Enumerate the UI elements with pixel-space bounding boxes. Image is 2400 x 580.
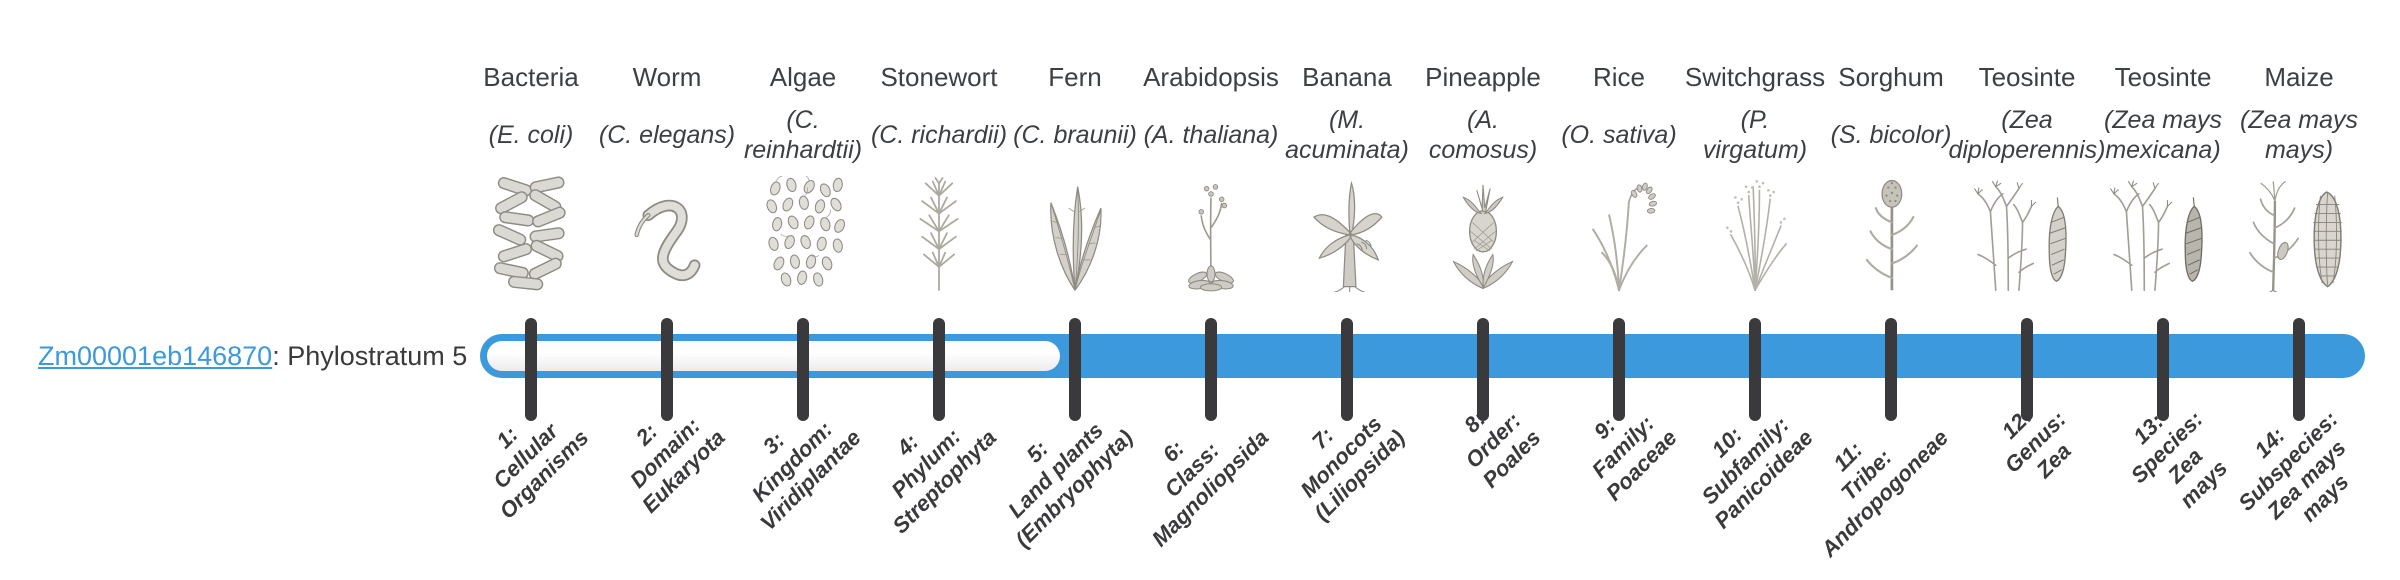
tick-stratum-1	[525, 318, 537, 421]
stratum-label-7: 7: Monocots (Liliopsida)	[1295, 411, 1410, 526]
tick-stratum-8	[1477, 318, 1489, 421]
tick-stratum-4	[933, 318, 945, 421]
taxon-common-name: Switchgrass	[1684, 62, 1826, 92]
taxon-common-name: Algae	[769, 62, 837, 92]
taxon-column-sorghum: Sorghum (S. bicolor)	[1806, 60, 1976, 292]
tick-stratum-11	[1885, 318, 1897, 421]
taxon-scientific-name: (Zea diploperennis)	[1948, 106, 2106, 164]
tick-stratum-9	[1613, 318, 1625, 421]
taxon-scientific-name: (C. richardii)	[870, 121, 1008, 149]
taxon-column-banana: Banana (M. acuminata)	[1262, 60, 1432, 292]
taxon-common-name: Stonewort	[880, 62, 998, 92]
stratum-label-5: 5: Land plants (Embryophyta)	[1002, 417, 1138, 553]
rice-icon	[1534, 174, 1704, 292]
algae-icon	[718, 174, 888, 292]
phylostrata-timeline-bar	[480, 334, 2365, 378]
taxon-scientific-name: (C. braunii)	[1013, 121, 1137, 149]
stratum-label-12: 12: Genus: Zea	[1996, 403, 2077, 483]
taxon-column-teosinte-mexicana: Teosinte (Zea mays mexicana)	[2078, 60, 2248, 292]
taxon-common-name: Pineapple	[1425, 62, 1541, 92]
taxon-scientific-name: (C. reinhardtii)	[743, 106, 863, 164]
arabidopsis-icon	[1126, 174, 1296, 292]
stratum-label-9: 9: Family: Poaceae	[1586, 410, 1682, 506]
taxon-column-worm: Worm (C. elegans)	[582, 60, 752, 292]
taxon-column-fern: Fern (C. braunii)	[990, 60, 1160, 292]
taxon-column-teosinte-diploperennis: Teosinte (Zea diploperennis)	[1942, 60, 2112, 292]
teosinte-icon	[1942, 174, 2112, 292]
taxon-column-pineapple: Pineapple (A. comosus)	[1398, 60, 1568, 292]
stratum-label-1: 1: Cellular Organisms	[488, 418, 594, 524]
taxon-column-maize: Maize (Zea mays mays)	[2214, 60, 2384, 292]
maize-icon	[2214, 174, 2384, 292]
pineapple-icon	[1398, 174, 1568, 292]
teosinte-icon	[2078, 174, 2248, 292]
taxon-column-switchgrass: Switchgrass (P. virgatum)	[1670, 60, 1840, 292]
taxon-scientific-name: (C. elegans)	[598, 121, 736, 149]
taxon-scientific-name: (E. coli)	[488, 121, 574, 149]
tick-stratum-14	[2293, 318, 2305, 421]
taxon-common-name: Arabidopsis	[1143, 62, 1279, 92]
taxon-scientific-name: (A. thaliana)	[1143, 121, 1279, 149]
gene-id-link[interactable]: Zm00001eb146870	[38, 340, 273, 371]
fern-icon	[990, 174, 1160, 292]
stratum-label-13: 13: Species: Zea mays	[2125, 406, 2232, 513]
gene-label: Zm00001eb146870: Phylostratum 5	[38, 334, 467, 378]
switchgrass-icon	[1670, 174, 1840, 292]
tick-stratum-6	[1205, 318, 1217, 421]
tick-stratum-10	[1749, 318, 1761, 421]
taxon-common-name: Rice	[1592, 62, 1645, 92]
tick-stratum-13	[2157, 318, 2169, 421]
taxon-column-arabidopsis: Arabidopsis (A. thaliana)	[1126, 60, 1296, 292]
taxon-scientific-name: (Zea mays mexicana)	[2103, 106, 2223, 164]
tick-stratum-12	[2021, 318, 2033, 421]
taxon-scientific-name: (O. sativa)	[1561, 121, 1677, 149]
taxon-scientific-name: (M. acuminata)	[1285, 106, 1409, 164]
tick-stratum-2	[661, 318, 673, 421]
bacteria-icon	[446, 174, 616, 292]
taxon-common-name: Teosinte	[1978, 62, 2076, 92]
taxon-common-name: Sorghum	[1838, 62, 1944, 92]
taxon-scientific-name: (S. bicolor)	[1830, 121, 1952, 149]
stratum-label-6: 6: Class: Magnoliopsida	[1146, 424, 1274, 552]
taxon-common-name: Maize	[2264, 62, 2334, 92]
stratum-label-3: 3: Kingdom: Viridiplantae	[746, 416, 866, 536]
taxon-column-bacteria: Bacteria (E. coli)	[446, 60, 616, 292]
timeline-unfilled-segment	[487, 341, 1060, 371]
banana-icon	[1262, 174, 1432, 292]
gene-phylostratum-text: : Phylostratum 5	[272, 340, 468, 371]
taxon-scientific-name: (P. virgatum)	[1702, 106, 1808, 164]
stratum-label-4: 4: Phylum: Streptophyta	[886, 423, 1002, 539]
taxon-scientific-name: (Zea mays mays)	[2239, 106, 2359, 164]
sorghum-icon	[1806, 174, 1976, 292]
taxon-common-name: Bacteria	[483, 62, 579, 92]
tick-stratum-7	[1341, 318, 1353, 421]
worm-icon	[582, 174, 752, 292]
stratum-label-14: 14: Subspecies: Zea mays mays	[2233, 406, 2354, 527]
taxon-column-stonewort: Stonewort (C. richardii)	[854, 60, 1024, 292]
taxon-column-rice: Rice (O. sativa)	[1534, 60, 1704, 292]
taxon-common-name: Fern	[1048, 62, 1102, 92]
taxon-scientific-name: (A. comosus)	[1428, 106, 1538, 164]
taxon-common-name: Banana	[1302, 62, 1392, 92]
taxon-column-algae: Algae (C. reinhardtii)	[718, 60, 888, 292]
stratum-label-8: 8: Order: Poales	[1459, 406, 1546, 493]
tick-stratum-3	[797, 318, 809, 421]
stonewort-icon	[854, 174, 1024, 292]
taxon-common-name: Teosinte	[2114, 62, 2212, 92]
taxon-common-name: Worm	[632, 62, 702, 92]
stratum-label-2: 2: Domain: Eukaryota	[624, 412, 730, 518]
tick-stratum-5	[1069, 318, 1081, 421]
stratum-label-11: 11: Tribe: Andropogoneae	[1816, 424, 1954, 562]
